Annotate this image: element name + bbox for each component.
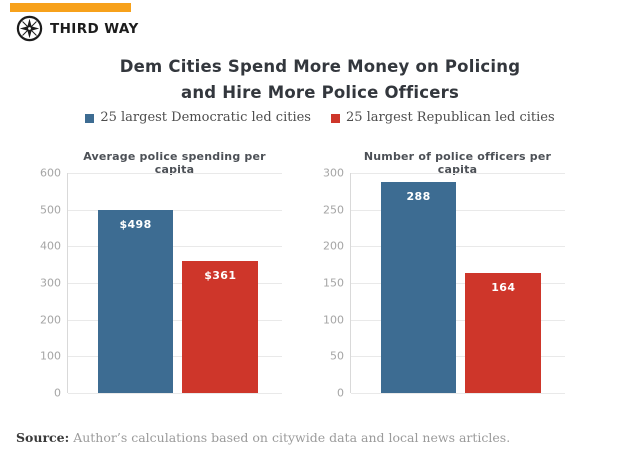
legend-item-republican: 25 largest Republican led cities [330,110,555,125]
page-title: Dem Cities Spend More Money on Policing … [0,54,640,106]
page-title-line1: Dem Cities Spend More Money on Policing [119,57,521,76]
bar-value-label: 164 [491,280,516,294]
gridline [68,283,282,284]
bar-value-label: $361 [204,268,237,282]
y-axis-tick-label: 250 [323,203,344,217]
gridline [351,283,565,284]
y-axis-tick-label: 200 [323,239,344,253]
gridline [68,173,282,174]
source-note: Source: Author’s calculations based on c… [16,430,616,445]
chart-title: Average police spending per capita [83,150,266,176]
compass-icon [16,15,43,42]
third-way-logo: THIRD WAY [16,15,139,42]
gridline [351,173,565,174]
legend-label: 25 largest Republican led cities [345,110,555,125]
gridline [68,209,282,211]
y-axis-tick-label: 600 [40,166,61,180]
y-axis-tick-label: 150 [323,276,344,290]
chart-police-spending: Average police spending per capita 0 100 2… [39,150,282,400]
charts-row: Average police spending per capita 0 100 2… [39,150,565,400]
y-axis-tick-label: 100 [323,313,344,327]
brand-accent-bar [10,3,131,12]
chart-body: 0 50 100 150 200 250 300 288 164 [322,167,565,400]
plot-area: 288 164 [350,173,565,394]
y-axis-tick-label: 100 [40,349,61,363]
chart-body: 0 100 200 300 400 500 600 $498 $361 [39,167,282,400]
democratic-swatch-icon [85,113,95,123]
bar-value-label: $498 [119,218,152,232]
y-axis-tick-label: 500 [40,203,61,217]
gridline [68,393,282,394]
chart-legend: 25 largest Democratic led cities 25 larg… [0,110,640,125]
chart-title: Number of police officers per capita [363,150,552,176]
y-axis: 0 50 100 150 200 250 300 [322,167,350,400]
source-label: Source: [16,430,70,445]
gridline [351,209,565,211]
bar-democratic-cities: $498 [97,210,174,393]
chart-police-officers: Number of police officers per capita 0 50… [322,150,565,400]
source-text: Author’s calculations based on citywide … [73,430,511,445]
plot-area: $498 $361 [67,173,282,394]
legend-label: 25 largest Democratic led cities [100,110,311,125]
gridline [68,246,282,248]
gridline [68,356,282,358]
y-axis-tick-label: 0 [54,386,61,400]
legend-item-democratic: 25 largest Democratic led cities [85,110,311,125]
gridline [68,319,282,321]
gridline [351,246,565,248]
y-axis-tick-label: 50 [330,349,344,363]
bar-democratic-cities: 288 [380,181,457,393]
y-axis-tick-label: 200 [40,313,61,327]
gridline [351,393,565,394]
gridline [351,356,565,358]
brand-name: THIRD WAY [50,20,139,37]
bar-value-label: 288 [406,189,431,203]
y-axis-tick-label: 300 [323,166,344,180]
bar-republican-cities: 164 [465,272,542,393]
y-axis: 0 100 200 300 400 500 600 [39,167,67,400]
y-axis-tick-label: 0 [337,386,344,400]
y-axis-tick-label: 400 [40,239,61,253]
bar-republican-cities: $361 [182,260,259,393]
republican-swatch-icon [330,113,340,123]
y-axis-tick-label: 300 [40,276,61,290]
page-title-line2: and Hire More Police Officers [180,83,460,102]
gridline [351,319,565,321]
